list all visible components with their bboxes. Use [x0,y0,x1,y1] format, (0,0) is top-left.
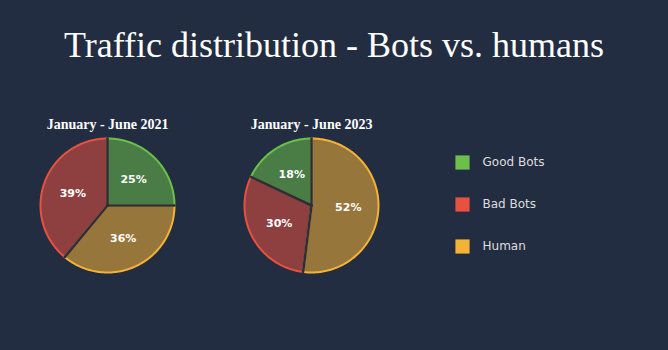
svg-text:Human: Human [483,239,526,253]
svg-text:30%: 30% [266,217,292,230]
svg-text:25%: 25% [120,173,146,186]
svg-text:36%: 36% [110,232,136,245]
svg-text:18%: 18% [279,168,305,181]
svg-text:January - June 2023: January - June 2023 [251,117,373,132]
svg-text:52%: 52% [335,201,361,214]
html-text:Traffic distribution - Bots vs: Traffic distribution - Bots vs. humans [64,25,604,65]
svg-text:Good Bots: Good Bots [483,155,545,169]
svg-text:Bad Bots: Bad Bots [483,197,537,211]
svg-text:39%: 39% [60,187,86,200]
svg-text:January - June 2021: January - June 2021 [47,117,169,132]
